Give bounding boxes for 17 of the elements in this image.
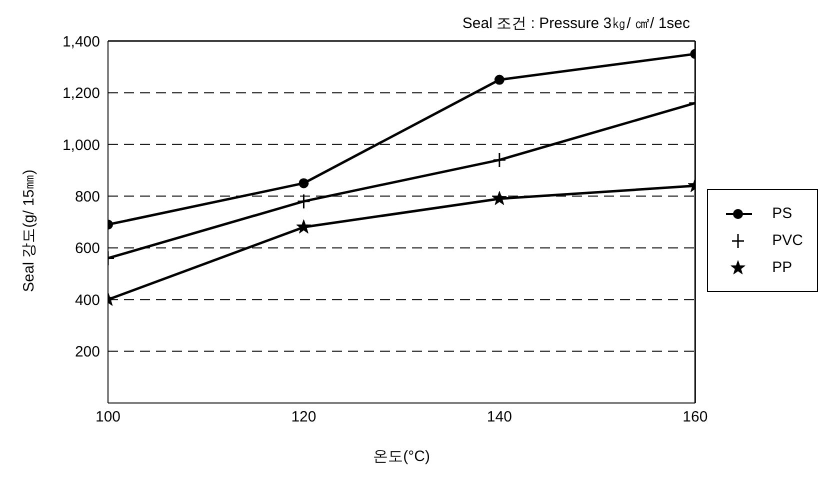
x-tick-label: 140	[486, 408, 512, 426]
y-tick-label: 600	[74, 240, 100, 258]
x-axis-title: 온도(°C)	[373, 448, 430, 465]
legend-label: PS	[772, 205, 792, 222]
y-tick-label: 400	[74, 292, 100, 309]
y-tick-label: 1,400	[62, 33, 100, 50]
x-tick-label: 100	[95, 408, 121, 426]
y-tick-label: 200	[74, 344, 100, 361]
y-axis-title: Seal 강도(g/ 15㎜)	[20, 169, 38, 292]
x-tick-label: 160	[682, 408, 708, 426]
x-tick-label: 120	[291, 408, 316, 426]
y-tick-label: 800	[74, 188, 100, 206]
legend-label: PP	[772, 259, 792, 276]
y-tick-label: 1,200	[62, 85, 100, 102]
legend-label: PVC	[772, 232, 803, 249]
text: Seal 조건 : Pressure 3㎏/ ㎠/ 1sec	[462, 14, 690, 33]
y-tick-label: 1,000	[62, 136, 100, 154]
